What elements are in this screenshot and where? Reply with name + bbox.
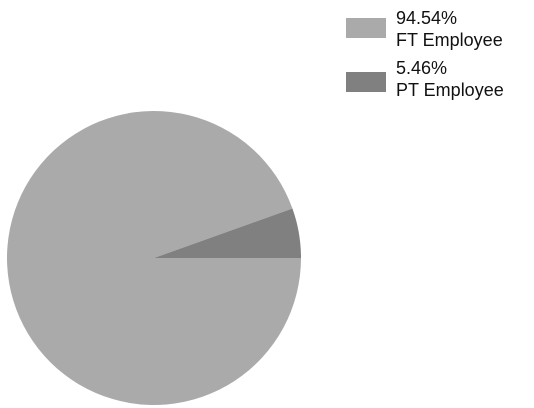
legend: 94.54% FT Employee 5.46% PT Employee [346,8,504,100]
legend-percent-pt: 5.46% [396,58,447,78]
legend-item-ft: 94.54% FT Employee [346,8,503,50]
legend-percent-ft: 94.54% [396,8,457,28]
legend-label-ft: FT Employee [396,30,503,50]
legend-item-pt: 5.46% PT Employee [346,58,504,100]
legend-label-pt: PT Employee [396,80,504,100]
pie-slice-ft-employee [7,111,302,406]
pie-group [7,111,302,406]
pie-slice-pt-employee [154,208,301,258]
legend-swatch-pt [346,72,386,92]
legend-swatch-ft [346,18,386,38]
